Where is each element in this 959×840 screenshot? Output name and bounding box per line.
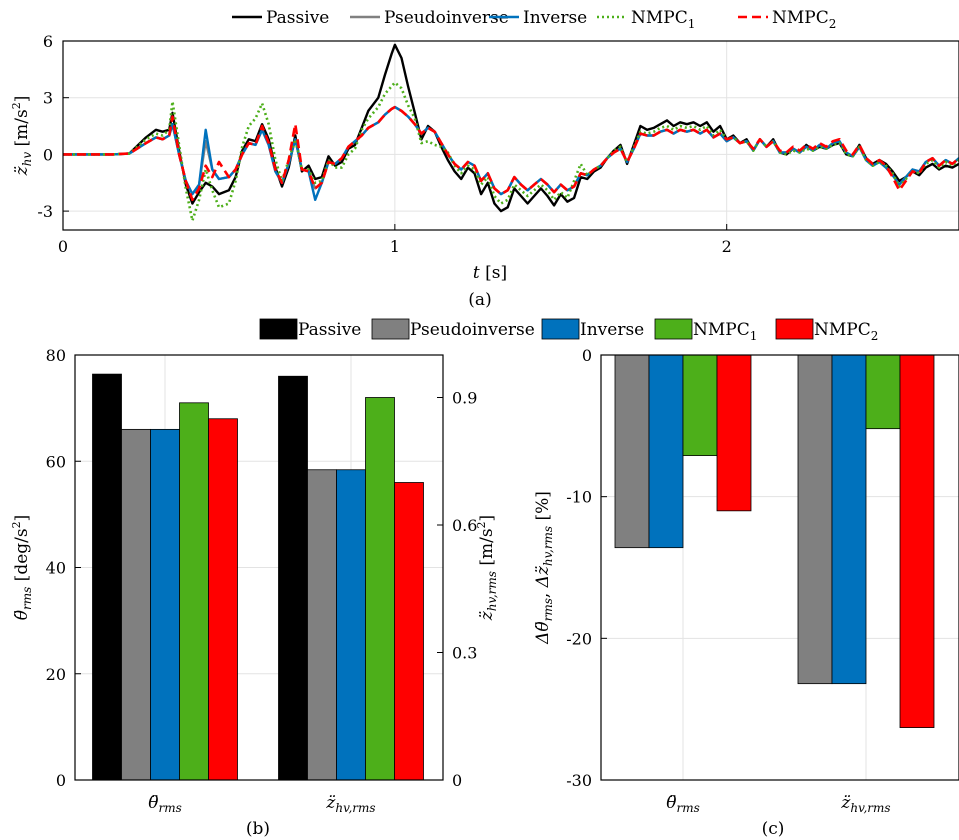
series-line-nmpc1 xyxy=(63,81,959,222)
x-category-label: z̈hv,rms xyxy=(840,793,890,815)
series-line-nmpc2 xyxy=(63,105,959,202)
x-category-label: θ̈rms xyxy=(148,793,182,815)
axes-box xyxy=(600,354,959,781)
legend-swatch-nmpc1 xyxy=(654,318,693,340)
bar-nmpc1 xyxy=(179,402,209,781)
y-tick-label-right: 0.9 xyxy=(452,389,477,408)
y-tick-label: 0 xyxy=(43,145,53,164)
x-category-label: z̈hv,rms xyxy=(325,793,375,815)
legend-label-nmpc1: NMPC1 xyxy=(631,8,695,31)
bar-nmpc1 xyxy=(865,354,901,430)
bar-passive xyxy=(92,373,122,781)
bar-nmpc2 xyxy=(899,354,935,728)
bar-pseudoinverse xyxy=(307,469,337,781)
bar-passive xyxy=(278,375,308,781)
y-tick-label-right: 0.6 xyxy=(452,516,477,535)
y-tick-label: -30 xyxy=(566,771,592,790)
y-axis-label-right: z̈hv,rms [m/s2] xyxy=(475,515,499,621)
x-tick-label: 2 xyxy=(722,237,732,256)
y-tick-label-left: 40 xyxy=(46,559,66,578)
legend-label-passive: Passive xyxy=(266,8,329,28)
legend-swatch-inverse xyxy=(541,318,580,340)
axes-box xyxy=(62,40,959,231)
bar-pseudoinverse xyxy=(614,354,650,549)
axes-box xyxy=(74,354,444,781)
caption-a: (a) xyxy=(468,290,491,310)
legend-label-passive: Passive xyxy=(298,320,361,340)
bar-inverse xyxy=(336,469,366,781)
bar-nmpc1 xyxy=(365,397,395,781)
panel-c-bar-chart: -30 -20 -10 0 θ̈rms z̈hv,rms Δθ̈rms, Δz̈hv,rms… xyxy=(533,346,959,815)
y-axis-label: z̈hv [m/s2] xyxy=(10,96,34,177)
series-line-inverse xyxy=(63,105,959,201)
bar-nmpc2 xyxy=(716,354,752,512)
caption-c: (c) xyxy=(762,819,785,839)
x-tick-label: 1 xyxy=(390,237,400,256)
legend-label-nmpc2: NMPC2 xyxy=(814,320,878,343)
bar-inverse xyxy=(831,354,867,685)
legend-label-pseudoinverse: Pseudoinverse xyxy=(384,8,509,28)
legend-label-nmpc2: NMPC2 xyxy=(772,8,836,31)
bar-nmpc2 xyxy=(394,482,424,781)
bar-inverse xyxy=(150,428,180,781)
legend-swatch-pseudoinverse xyxy=(371,318,410,340)
legend-label-nmpc1: NMPC1 xyxy=(693,320,757,343)
y-tick-label: 3 xyxy=(43,89,53,108)
y-tick-label-left: 80 xyxy=(46,346,66,365)
y-tick-label: 0 xyxy=(582,346,592,365)
legends: Passive Pseudoinverse Inverse NMPC1 NMPC2 Pas… xyxy=(232,8,878,343)
legend-swatch-nmpc2 xyxy=(775,318,814,340)
panel-a-line-chart: 0 1 2 -3 0 3 6 z̈hv [m/s2] t [s] xyxy=(10,32,959,283)
x-tick-label: 0 xyxy=(58,237,68,256)
y-axis-label-left: θ̈rms [deg/s2] xyxy=(10,515,34,621)
y-axis-label: Δθ̈rms, Δz̈hv,rms [%] xyxy=(533,491,555,645)
legend-label-pseudoinverse: Pseudoinverse xyxy=(410,320,535,340)
bar-nmpc1 xyxy=(682,354,718,456)
y-tick-label: -3 xyxy=(37,202,53,221)
y-tick-label-left: 20 xyxy=(46,665,66,684)
legend-label-inverse: Inverse xyxy=(580,320,644,340)
y-tick-label-left: 60 xyxy=(46,452,66,471)
y-tick-label: 6 xyxy=(43,32,53,51)
y-tick-label: -20 xyxy=(566,629,592,648)
y-tick-label-left: 0 xyxy=(56,771,66,790)
y-tick-label-right: 0.3 xyxy=(452,644,477,663)
panel-b-bar-chart: 0 20 40 60 80 0 0.3 0.6 0.9 θ̈rms z̈hv,rms θ̈rms [d… xyxy=(10,346,499,815)
legend-swatch-passive xyxy=(259,318,298,340)
bar-pseudoinverse xyxy=(797,354,833,685)
legend-label-inverse: Inverse xyxy=(523,8,587,28)
caption-b: (b) xyxy=(246,819,270,839)
bar-pseudoinverse xyxy=(121,428,151,781)
x-category-label: θ̈rms xyxy=(666,793,700,815)
x-axis-label: t [s] xyxy=(473,263,507,283)
y-tick-label-right: 0 xyxy=(452,771,462,790)
bar-inverse xyxy=(648,354,684,549)
y-tick-label: -10 xyxy=(566,488,592,507)
bar-nmpc2 xyxy=(208,418,238,781)
